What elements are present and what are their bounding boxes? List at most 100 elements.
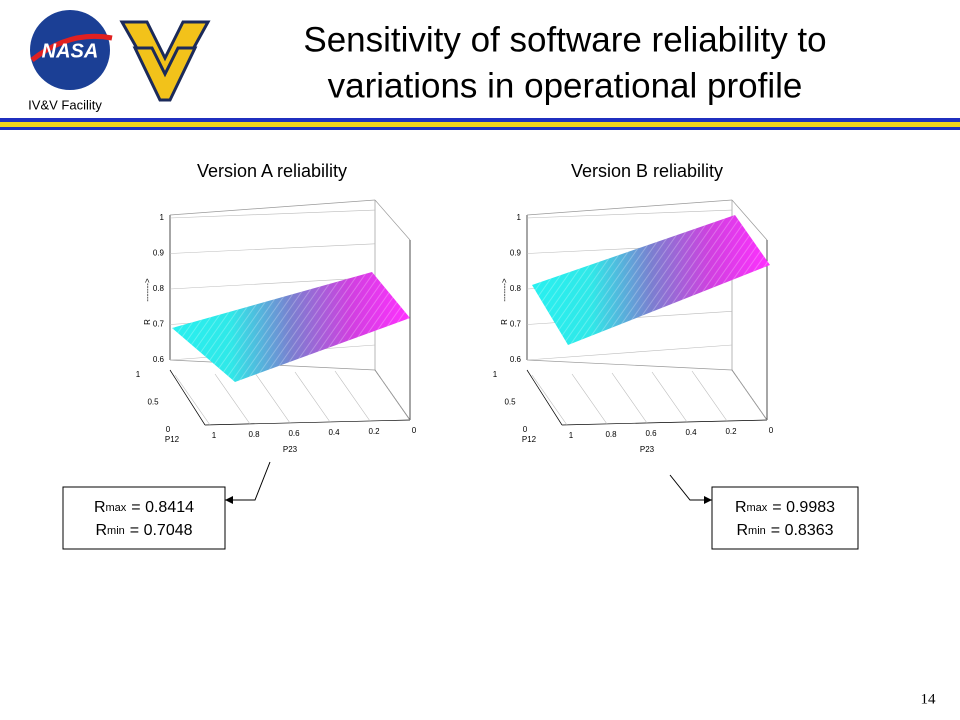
grid-line xyxy=(294,371,331,423)
result-text: min xyxy=(748,525,766,537)
plot-title: Version A reliability xyxy=(197,161,347,181)
surface-plot: 0.6 0.7 0.8 0.9 1 0 0.5 1 0 0.2 0.4 0.6 0.8 1 P12 P23 R -… xyxy=(136,199,417,454)
p12-tick-label: 1 xyxy=(493,370,498,379)
result-line: Rmin = 0.8363 xyxy=(736,522,833,539)
grid-line xyxy=(731,369,768,421)
grid-line xyxy=(531,374,568,426)
svg-text:NASA: NASA xyxy=(42,40,99,62)
result-text: R xyxy=(735,499,747,516)
axis-label: R xyxy=(500,319,509,325)
p23-tick-label: 0.6 xyxy=(645,429,657,438)
result-text: = 0.9983 xyxy=(772,499,835,516)
p23-tick-label: 0.8 xyxy=(248,430,260,439)
grid-line xyxy=(169,277,376,290)
slide-number: 14 xyxy=(921,691,937,707)
z-tick-label: 0.8 xyxy=(153,284,165,293)
rule xyxy=(0,127,960,130)
p23-tick-label: 1 xyxy=(212,431,217,440)
frame-line xyxy=(526,359,733,371)
title: variations in operational profile xyxy=(328,66,803,105)
surface-mesh xyxy=(532,215,770,345)
axis-arrow: -------> xyxy=(143,278,152,302)
grid-line xyxy=(526,209,733,219)
arrow xyxy=(225,461,271,501)
frame-line xyxy=(374,199,411,241)
z-tick-label: 1 xyxy=(160,213,165,222)
result-text: min xyxy=(107,525,125,537)
axis-arrow: -------> xyxy=(500,278,509,302)
nasa-logo: NASA xyxy=(30,10,113,90)
p12-tick-label: 1 xyxy=(136,370,141,379)
title: Sensitivity of software reliability to xyxy=(303,20,826,59)
result-box xyxy=(711,486,859,550)
result-text: = 0.7048 xyxy=(130,522,193,539)
frame-line xyxy=(526,369,563,426)
plots: 0.6 0.7 0.8 0.9 1 0 0.5 1 0 0.2 0.4 0.6 0.8 1 P12 P23 R -… xyxy=(136,199,774,454)
result-text: R xyxy=(94,499,106,516)
result-box xyxy=(62,486,226,550)
z-tick-label: 0.9 xyxy=(510,249,522,258)
rule xyxy=(0,118,960,122)
frame-line xyxy=(169,369,206,426)
grid-line xyxy=(169,209,376,219)
arrow-head xyxy=(704,496,712,504)
z-tick-label: 1 xyxy=(517,213,522,222)
result-line: Rmin = 0.7048 xyxy=(95,522,192,539)
result-text: = 0.8363 xyxy=(771,522,834,539)
grid-line xyxy=(334,370,371,422)
p12-tick-label: 0.5 xyxy=(147,398,159,407)
frame-line xyxy=(204,419,411,426)
grid-line xyxy=(651,371,688,423)
surface-plot: 0.6 0.7 0.8 0.9 1 0 0.5 1 0 0.2 0.4 0.6 0.8 1 P12 P23 R -… xyxy=(493,199,774,454)
z-tick-label: 0.7 xyxy=(510,320,522,329)
grid-line xyxy=(374,369,411,421)
p12-tick-label: 0.5 xyxy=(504,398,516,407)
grid-line xyxy=(611,372,648,424)
result-line: Rmax = 0.9983 xyxy=(735,499,835,516)
axis-label: P23 xyxy=(640,445,655,454)
axis-label: P12 xyxy=(165,435,180,444)
z-tick-label: 0.8 xyxy=(510,284,522,293)
grid-line xyxy=(526,344,733,361)
z-tick-label: 0.6 xyxy=(510,355,522,364)
p12-tick-label: 0 xyxy=(523,425,528,434)
wv-logo xyxy=(119,20,211,102)
p23-tick-label: 0.8 xyxy=(605,430,617,439)
rule xyxy=(0,122,960,127)
p23-tick-label: 0 xyxy=(412,426,417,435)
p23-tick-label: 0.2 xyxy=(725,427,737,436)
p12-tick-label: 0 xyxy=(166,425,171,434)
plot-title: Version B reliability xyxy=(571,161,723,181)
frame-line xyxy=(169,199,376,216)
grid-line xyxy=(169,243,376,254)
p23-tick-label: 1 xyxy=(569,431,574,440)
grid-line xyxy=(174,374,211,426)
z-tick-label: 0.6 xyxy=(153,355,165,364)
frame-line xyxy=(561,419,768,426)
p23-tick-label: 0.2 xyxy=(368,427,380,436)
surface-mesh xyxy=(172,272,410,382)
result-text: R xyxy=(736,522,748,539)
p23-tick-label: 0.6 xyxy=(288,429,300,438)
result-text: max xyxy=(747,502,768,514)
axis-label: P23 xyxy=(283,445,298,454)
frame-line xyxy=(731,199,768,241)
result-line: Rmax = 0.8414 xyxy=(94,499,194,516)
arrow xyxy=(669,474,712,501)
arrow-head xyxy=(225,496,233,504)
p23-tick-label: 0.4 xyxy=(685,428,697,437)
grid-line xyxy=(571,373,608,425)
grid-line xyxy=(254,372,291,424)
p23-tick-label: 0 xyxy=(769,426,774,435)
result-text: = 0.8414 xyxy=(131,499,194,516)
grid-line xyxy=(691,370,728,422)
result-text: max xyxy=(106,502,127,514)
frame-line xyxy=(526,199,733,216)
p23-tick-label: 0.4 xyxy=(328,428,340,437)
grid-line xyxy=(214,373,251,425)
z-tick-label: 0.9 xyxy=(153,249,165,258)
axis-label: R xyxy=(143,319,152,325)
axis-label: P12 xyxy=(522,435,537,444)
facility: IV&V Facility xyxy=(28,97,102,112)
